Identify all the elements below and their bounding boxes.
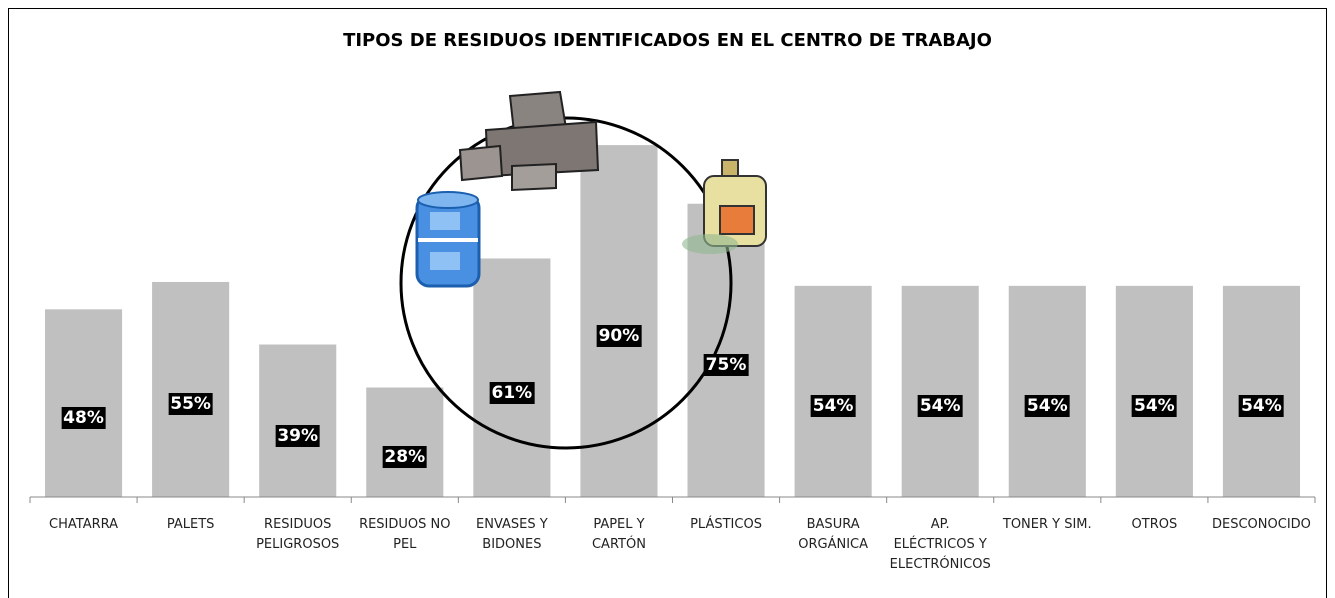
bar <box>259 345 336 497</box>
x-tick-label: ENVASES Y BIDONES <box>460 515 564 555</box>
x-tick-label: RESIDUOS PELIGROSOS <box>246 515 350 555</box>
x-tick-label: RESIDUOS NO PEL <box>353 515 457 555</box>
bar <box>795 286 872 497</box>
x-tick-label: DESCONOCIDO <box>1209 515 1313 535</box>
chart <box>0 0 1335 598</box>
value-label: 75% <box>704 354 749 376</box>
x-tick-label: PALETS <box>139 515 243 535</box>
value-label: 61% <box>490 382 535 404</box>
x-tick-label: OTROS <box>1102 515 1206 535</box>
value-label: 90% <box>597 325 642 347</box>
x-tick-label: AP. ELÉCTRICOS Y ELECTRÓNICOS <box>888 515 992 575</box>
value-label: 55% <box>168 393 213 415</box>
value-label: 39% <box>275 425 320 447</box>
bar <box>902 286 979 497</box>
value-label: 54% <box>1132 395 1177 417</box>
value-label: 54% <box>1025 395 1070 417</box>
value-label: 54% <box>918 395 963 417</box>
page: TIPOS DE RESIDUOS IDENTIFICADOS EN EL CE… <box>0 0 1335 598</box>
x-tick-label: CHATARRA <box>32 515 136 535</box>
value-label: 28% <box>382 446 427 468</box>
bar <box>580 145 657 497</box>
drum <box>417 192 479 286</box>
bar <box>45 309 122 497</box>
bars <box>45 145 1300 497</box>
bar <box>152 282 229 497</box>
bar <box>473 258 550 497</box>
bar <box>1009 286 1086 497</box>
x-tick-label: TONER Y SIM. <box>995 515 1099 535</box>
x-tick-label: PAPEL Y CARTÓN <box>567 515 671 555</box>
chart-title: TIPOS DE RESIDUOS IDENTIFICADOS EN EL CE… <box>0 30 1335 51</box>
x-tick-label: PLÁSTICOS <box>674 515 778 535</box>
value-label: 54% <box>811 395 856 417</box>
bar <box>1116 286 1193 497</box>
value-label: 54% <box>1239 395 1284 417</box>
bar <box>366 388 443 497</box>
value-label: 48% <box>61 407 106 429</box>
x-tick-label: BASURA ORGÁNICA <box>781 515 885 555</box>
bar <box>1223 286 1300 497</box>
